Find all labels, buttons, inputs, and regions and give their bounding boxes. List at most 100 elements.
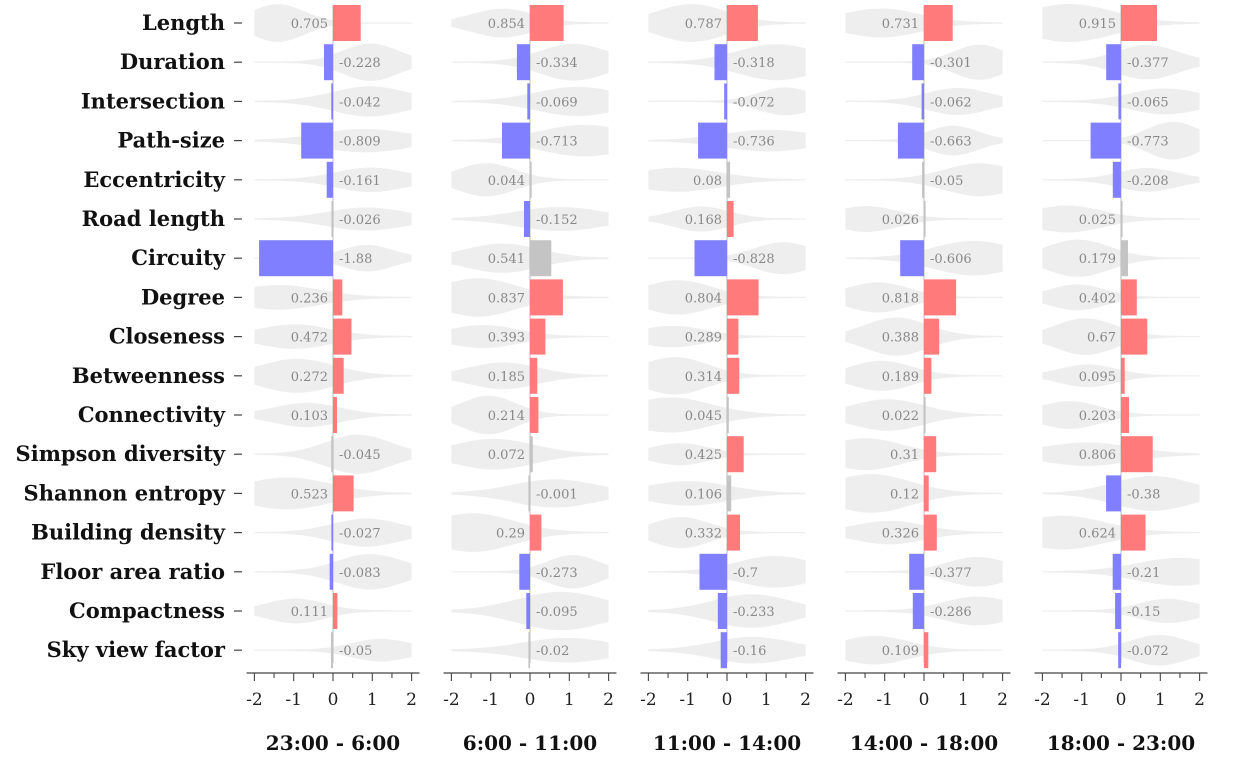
coefficient-bar <box>924 514 937 551</box>
coefficient-bar <box>333 357 344 394</box>
x-tick-label: 0 <box>1116 690 1127 710</box>
value-label: -0.273 <box>536 566 578 581</box>
value-label: -0.161 <box>339 174 381 189</box>
value-label: -0.045 <box>339 448 381 463</box>
value-label: 0.044 <box>488 174 525 189</box>
x-tick-label: 2 <box>1194 690 1205 710</box>
coefficient-bar <box>324 44 333 81</box>
coefficient-bar <box>519 553 530 590</box>
value-label: -0.318 <box>733 56 775 71</box>
coefficient-bar <box>698 122 727 159</box>
coefficient-bar <box>724 83 727 120</box>
coefficient-bar <box>331 632 333 669</box>
value-label: -0.7 <box>733 566 758 581</box>
coefficient-bar <box>259 240 333 277</box>
coefficient-bar <box>331 514 333 551</box>
value-label: 0.425 <box>685 448 722 463</box>
coefficient-bar <box>727 161 731 198</box>
value-label: 0.106 <box>685 487 722 502</box>
x-tick-label: 2 <box>406 690 417 710</box>
value-label: 0.818 <box>882 291 919 306</box>
value-label: 0.472 <box>291 331 328 346</box>
value-label: 0.806 <box>1079 448 1116 463</box>
coefficient-bar <box>727 201 734 237</box>
coefficient-bar <box>526 593 530 629</box>
value-label: 0.314 <box>685 370 722 385</box>
coefficient-bar <box>924 318 940 355</box>
x-tick-label: 1 <box>367 690 378 710</box>
coefficient-bar <box>333 397 337 433</box>
panel-title: 11:00 - 14:00 <box>653 731 801 755</box>
value-label: -0.773 <box>1127 135 1169 150</box>
coefficient-bar <box>720 632 727 669</box>
value-label: -0.072 <box>733 95 775 110</box>
feature-label: Eccentricity <box>83 167 225 192</box>
coefficient-bar <box>329 553 333 590</box>
feature-label: Duration <box>120 49 225 74</box>
coefficient-bar <box>516 44 530 81</box>
coefficient-bar <box>912 593 924 629</box>
value-label: -0.16 <box>733 644 766 659</box>
coefficient-bar <box>921 83 924 120</box>
value-label: 0.072 <box>488 448 525 463</box>
coefficient-bar <box>694 240 727 277</box>
value-label: 0.541 <box>488 252 525 267</box>
coefficient-bar <box>924 5 953 41</box>
value-label: 0.109 <box>882 644 919 659</box>
value-label: -0.05 <box>930 174 963 189</box>
coefficient-bar <box>333 279 343 316</box>
feature-label: Closeness <box>109 324 225 349</box>
value-label: 0.326 <box>882 527 919 542</box>
value-label: -0.069 <box>536 95 578 110</box>
feature-label: Sky view factor <box>47 637 226 662</box>
coefficient-bar <box>333 475 354 512</box>
x-tick-label: -2 <box>1034 690 1051 710</box>
coefficient-bar <box>924 357 932 394</box>
coefficient-bar <box>727 475 732 512</box>
feature-label: Road length <box>82 206 225 231</box>
coefficient-bar <box>727 318 739 355</box>
value-label: -0.042 <box>339 95 381 110</box>
value-label: -0.062 <box>930 95 972 110</box>
value-label: -0.072 <box>1127 644 1169 659</box>
feature-label: Building density <box>31 520 226 545</box>
coefficient-bar <box>530 436 533 473</box>
panel: 0.731 -0.301 -0.062 -0.663 -0.05 0.026 -0.606 0… <box>837 5 1011 755</box>
panel: 0.915 -0.377 -0.065 -0.773 -0.208 0.025 0.179 0… <box>1034 4 1208 755</box>
feature-label: Betweenness <box>72 363 225 388</box>
coefficient-bar <box>333 318 352 355</box>
value-label: -0.233 <box>733 605 775 620</box>
value-label: 0.705 <box>291 17 328 32</box>
value-label: -0.828 <box>733 252 775 267</box>
value-label: 0.29 <box>496 527 525 542</box>
coefficient-bar <box>897 122 924 159</box>
coefficient-bar <box>1118 632 1121 669</box>
x-tick-label: 0 <box>919 690 930 710</box>
coefficient-bar <box>1121 240 1128 277</box>
panel-title: 18:00 - 23:00 <box>1047 731 1195 755</box>
feature-label: Compactness <box>69 598 225 623</box>
coefficient-bar <box>1121 357 1125 394</box>
coefficient-bar <box>530 397 539 433</box>
value-label: 0.025 <box>1079 213 1116 228</box>
value-label: -0.026 <box>339 213 381 228</box>
coefficient-bar <box>717 593 727 629</box>
value-label: 0.388 <box>882 331 919 346</box>
value-label: 0.624 <box>1079 527 1116 542</box>
coefficient-bar <box>530 5 564 41</box>
value-label: 0.189 <box>882 370 919 385</box>
x-tick-label: -2 <box>246 690 263 710</box>
coefficient-bar <box>326 161 333 198</box>
value-label: 0.103 <box>291 409 328 424</box>
value-label: 0.022 <box>882 409 919 424</box>
x-tick-label: 0 <box>328 690 339 710</box>
panel: 0.787 -0.318 -0.072 -0.736 0.08 0.168 -0.828 0.… <box>640 4 814 755</box>
x-tick-label: 1 <box>761 690 772 710</box>
value-label: -0.809 <box>339 135 381 150</box>
value-label: -1.88 <box>339 252 372 267</box>
value-label: 0.332 <box>685 527 722 542</box>
value-label: -0.736 <box>733 135 775 150</box>
value-label: 0.179 <box>1079 252 1116 267</box>
coefficient-bar <box>924 436 937 473</box>
